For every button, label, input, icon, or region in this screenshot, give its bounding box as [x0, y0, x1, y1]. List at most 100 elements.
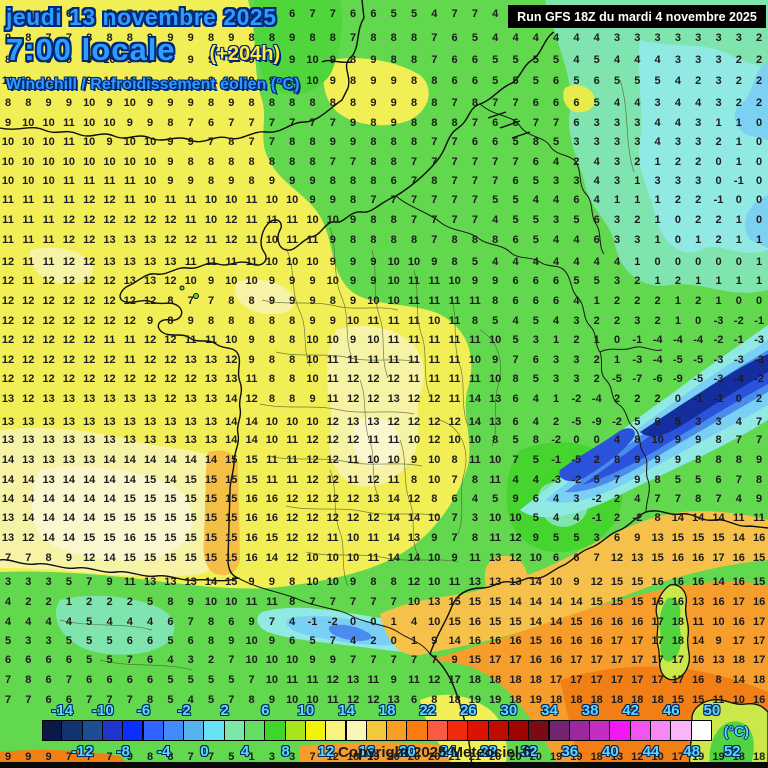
grid-value: 11	[326, 532, 339, 544]
grid-value: 9	[106, 576, 113, 588]
grid-value: 8	[228, 136, 235, 148]
grid-value: 9	[45, 97, 52, 109]
grid-value: 2	[370, 635, 377, 647]
grid-value: -5	[693, 373, 704, 385]
grid-value: 16	[590, 635, 603, 647]
grid-value: 10	[22, 175, 35, 187]
grid-value: 7	[431, 32, 438, 44]
grid-value: 8	[735, 454, 742, 466]
grid-value: 10	[306, 373, 319, 385]
grid-value: 10	[407, 596, 421, 608]
grid-value: 7	[492, 97, 499, 109]
grid-value: 15	[529, 635, 542, 647]
grid-value: 20	[387, 751, 400, 763]
grid-value: 7	[25, 552, 32, 564]
grid-value: 16	[671, 596, 685, 608]
grid-value: -6	[652, 373, 663, 385]
grid-value: 6	[289, 635, 296, 647]
grid-value: 0	[390, 635, 397, 647]
grid-value: 12	[326, 751, 339, 763]
grid-value: 18	[448, 694, 461, 706]
grid-value: 4	[674, 75, 681, 87]
scale-cell	[568, 720, 591, 741]
grid-value: 5	[532, 214, 539, 226]
grid-value: 9	[390, 674, 397, 686]
grid-value: 13	[83, 416, 96, 428]
header-subtitle: Windchill / Refroidissement éolien (°C)	[6, 76, 300, 93]
grid-value: 14	[62, 474, 76, 486]
grid-value: 12	[184, 234, 197, 246]
grid-value: 3	[634, 315, 641, 327]
grid-value: 8	[4, 54, 12, 66]
grid-value: 13	[204, 416, 218, 428]
grid-value: 11	[63, 136, 75, 148]
grid-value: 7	[512, 156, 519, 168]
grid-value: 21	[448, 751, 461, 763]
grid-value: 10	[428, 512, 441, 524]
grid-value: 15	[204, 512, 218, 524]
grid-value: 11	[123, 175, 136, 187]
grid-value: 8	[756, 474, 763, 486]
grid-value: 9	[532, 532, 539, 544]
grid-value: 14	[387, 532, 400, 544]
grid-value: 6	[86, 674, 93, 686]
scale-label: 34	[541, 702, 558, 719]
grid-value: 9	[4, 32, 12, 44]
grid-value: 2	[45, 596, 52, 608]
grid-value: 10	[225, 194, 238, 206]
grid-value: 10	[367, 295, 380, 307]
grid-value: 13	[143, 416, 157, 428]
grid-value: 12	[103, 373, 116, 385]
grid-value: 9	[370, 275, 377, 287]
scale-label: -12	[71, 743, 94, 760]
grid-value: 7	[4, 694, 12, 706]
grid-value: 1	[715, 275, 722, 287]
grid-value: 5	[207, 694, 215, 706]
grid-value: 7	[715, 493, 722, 505]
grid-value: 8	[431, 175, 438, 187]
coastline-benelux	[395, 31, 555, 197]
grid-value: 8	[268, 393, 275, 405]
grid-value: 12	[1, 373, 15, 385]
border-france-belgium-germany	[395, 195, 601, 353]
grid-value: 19	[468, 694, 482, 706]
grid-value: 12	[22, 532, 35, 544]
grid-value: 8	[167, 8, 174, 20]
grid-value: 5	[492, 315, 499, 327]
grid-value: 3	[613, 175, 621, 187]
grid-value: 2	[735, 75, 742, 87]
grid-value: 16	[123, 532, 136, 544]
grid-value: 5	[532, 454, 539, 466]
grid-value: 7	[25, 694, 32, 706]
grid-value: 8	[329, 175, 336, 187]
grid-value: 11	[408, 373, 420, 385]
grid-value: 10	[448, 434, 461, 446]
grid-value: 16	[245, 552, 258, 564]
grid-value: 7	[350, 156, 357, 168]
grid-value: 11	[286, 674, 299, 686]
grid-value: 2	[613, 512, 621, 524]
grid-value: 9	[634, 532, 641, 544]
grid-value: 6	[471, 136, 478, 148]
grid-value: 7	[431, 654, 438, 666]
grid-value: 3	[613, 234, 621, 246]
grid-value: 10	[265, 256, 279, 268]
grid-value: 12	[225, 354, 238, 366]
grid-value: 7	[207, 751, 215, 763]
grid-value: 12	[143, 214, 157, 226]
grid-value: 14	[62, 512, 76, 524]
grid-value: 6	[228, 616, 235, 628]
coastline-zeeland-islands	[487, 111, 531, 139]
grid-value: 11	[123, 576, 136, 588]
grid-value: 15	[225, 493, 238, 505]
grid-value: 10	[509, 512, 522, 524]
grid-value: 9	[126, 117, 133, 129]
grid-value: 17	[489, 654, 502, 666]
grid-value: 2	[695, 194, 702, 206]
grid-value: 10	[286, 416, 299, 428]
grid-value: 8	[431, 117, 438, 129]
grid-value: 7	[512, 354, 519, 366]
grid-value: 8	[471, 315, 478, 327]
grid-value: 16	[468, 635, 482, 647]
grid-value: 2	[573, 334, 580, 346]
